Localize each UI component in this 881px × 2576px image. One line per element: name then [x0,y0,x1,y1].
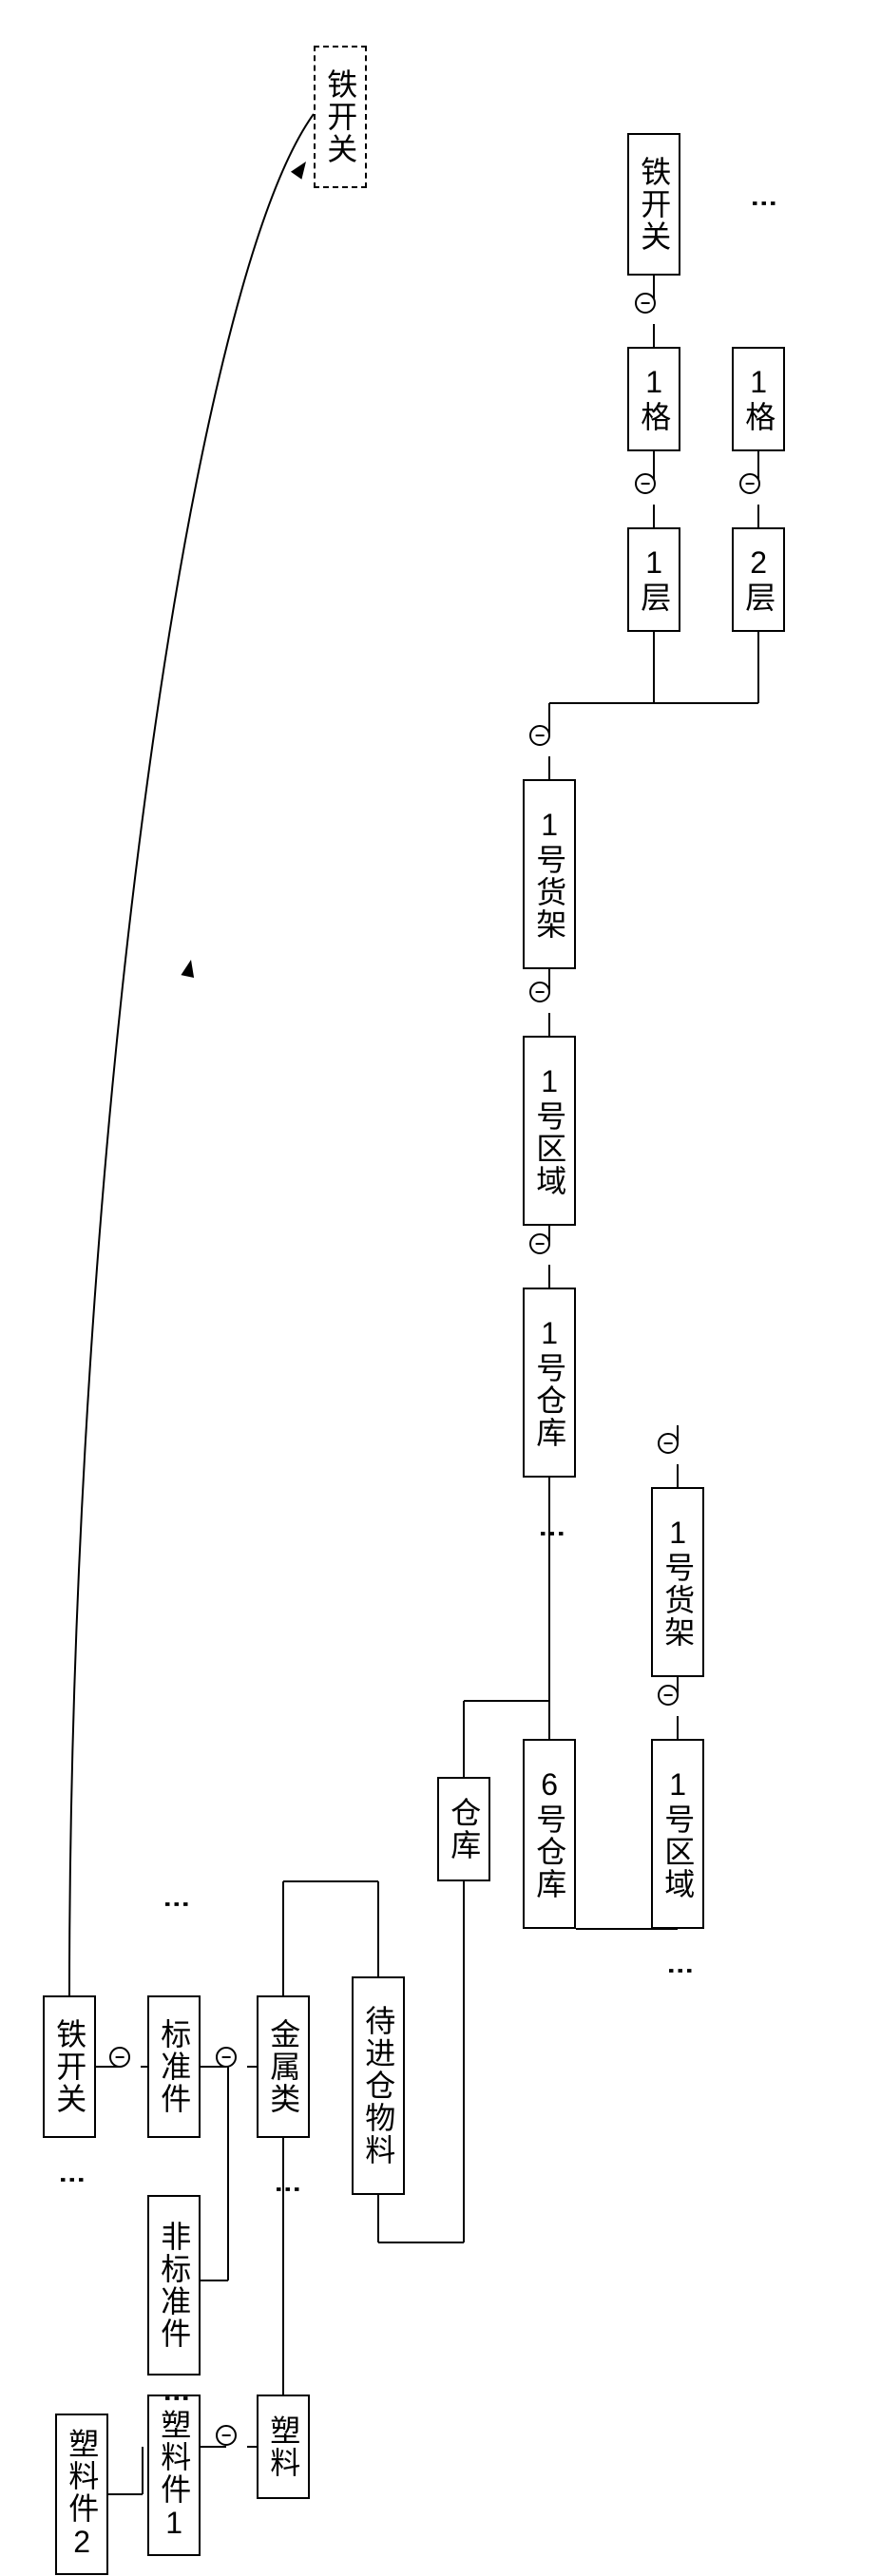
node-metal_cat: 金属类 [257,1995,310,2138]
collapse-toggle-9[interactable]: − [635,293,656,314]
node-area1_bottom: 1号区域 [651,1739,704,1929]
collapse-toggle-7[interactable]: − [658,1433,679,1454]
node-level2: 2层 [732,527,785,632]
node-iron_switch_leaf_left: 铁开关 [43,1995,96,2138]
ellipsis-3: ⋮ [537,1520,568,1555]
node-wh1: 1号仓库 [523,1288,576,1478]
collapse-toggle-4[interactable]: − [529,982,550,1002]
node-pending_material: 待进仓物料 [352,1976,405,2195]
node-plastic_part2: 塑料件2 [55,2414,108,2575]
ellipsis-6: ⋮ [162,1891,193,1925]
collapse-toggle-1[interactable]: − [216,2047,237,2068]
collapse-toggle-3[interactable]: − [529,1233,550,1254]
collapse-toggle-6[interactable]: − [658,1685,679,1706]
collapse-toggle-2[interactable]: − [216,2425,237,2446]
node-level1: 1层 [627,527,680,632]
node-iron_switch_top: 铁开关 [627,133,680,276]
collapse-toggle-10[interactable]: − [739,473,760,494]
ellipsis-1: ⋮ [162,2385,193,2419]
node-plastic_cat: 塑料 [257,2395,310,2499]
node-shelf1_top: 1号货架 [523,779,576,969]
node-warehouse: 仓库 [437,1777,490,1881]
ellipsis-2: ⋮ [273,2176,304,2210]
node-slot1_a: 1格 [627,347,680,451]
collapse-toggle-0[interactable]: − [109,2047,130,2068]
ellipsis-5: ⋮ [749,190,780,224]
node-slot1_b: 1格 [732,347,785,451]
node-wh6: 6号仓库 [523,1739,576,1929]
collapse-toggle-5[interactable]: − [529,725,550,746]
ellipsis-0: ⋮ [57,2166,88,2201]
node-area1_top: 1号区域 [523,1036,576,1226]
node-standard_part: 标准件 [147,1995,201,2138]
node-nonstandard_part: 非标准件 [147,2195,201,2376]
node-top_dashed: 铁开关 [314,46,367,188]
collapse-toggle-8[interactable]: − [635,473,656,494]
ellipsis-4: ⋮ [665,1957,697,1992]
node-shelf1_bottom: 1号货架 [651,1487,704,1677]
